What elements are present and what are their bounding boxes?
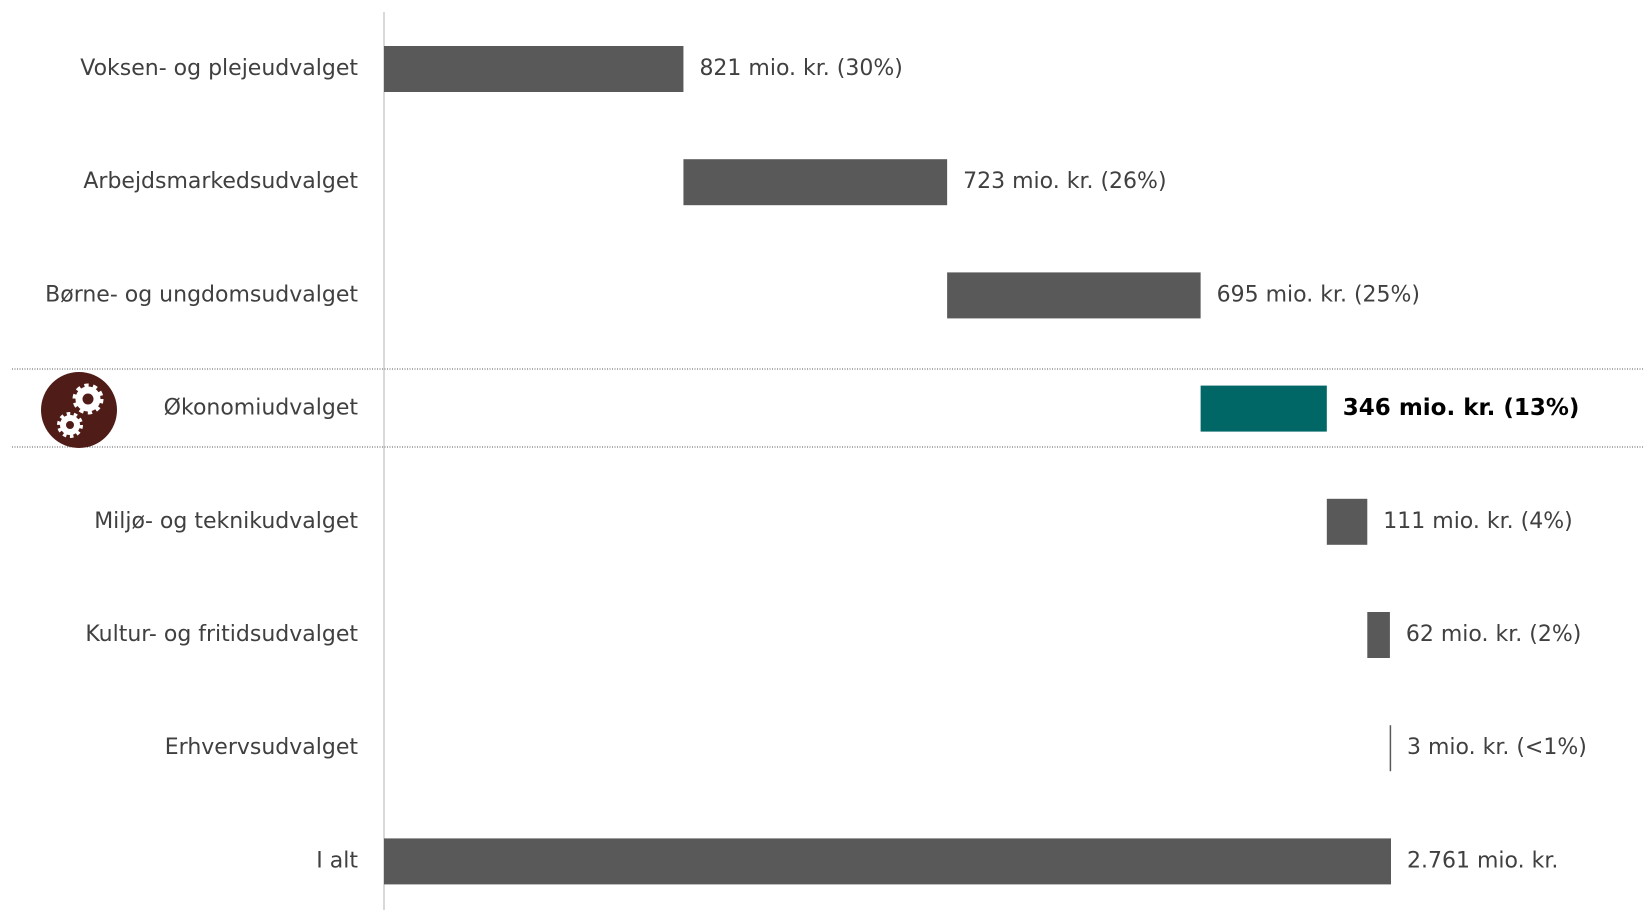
category-label: I alt xyxy=(316,848,358,873)
bar xyxy=(683,159,948,206)
bar xyxy=(947,272,1201,319)
value-label: 346 mio. kr. (13%) xyxy=(1343,395,1580,421)
gear-icon xyxy=(41,372,117,448)
value-label: 62 mio. kr. (2%) xyxy=(1406,622,1581,647)
category-label: Kultur- og fritidsudvalget xyxy=(85,622,358,647)
category-label: Erhvervsudvalget xyxy=(165,735,359,760)
category-label: Miljø- og teknikudvalget xyxy=(94,509,358,534)
category-label: Arbejdsmarkedsudvalget xyxy=(83,169,358,194)
value-label: 3 mio. kr. (<1%) xyxy=(1407,735,1587,760)
bar xyxy=(1326,498,1368,545)
value-label: 2.761 mio. kr. xyxy=(1407,848,1558,873)
category-label: Voksen- og plejeudvalget xyxy=(80,56,358,81)
value-label: 821 mio. kr. (30%) xyxy=(699,56,902,81)
category-label: Børne- og ungdomsudvalget xyxy=(45,282,358,307)
bar xyxy=(384,838,1391,885)
value-label: 111 mio. kr. (4%) xyxy=(1383,509,1572,534)
value-label: 695 mio. kr. (25%) xyxy=(1217,282,1420,307)
category-label: Økonomiudvalget xyxy=(164,396,359,421)
bar xyxy=(1200,385,1327,432)
bar xyxy=(1367,612,1390,658)
value-label: 723 mio. kr. (26%) xyxy=(963,169,1166,194)
bar xyxy=(384,46,684,92)
